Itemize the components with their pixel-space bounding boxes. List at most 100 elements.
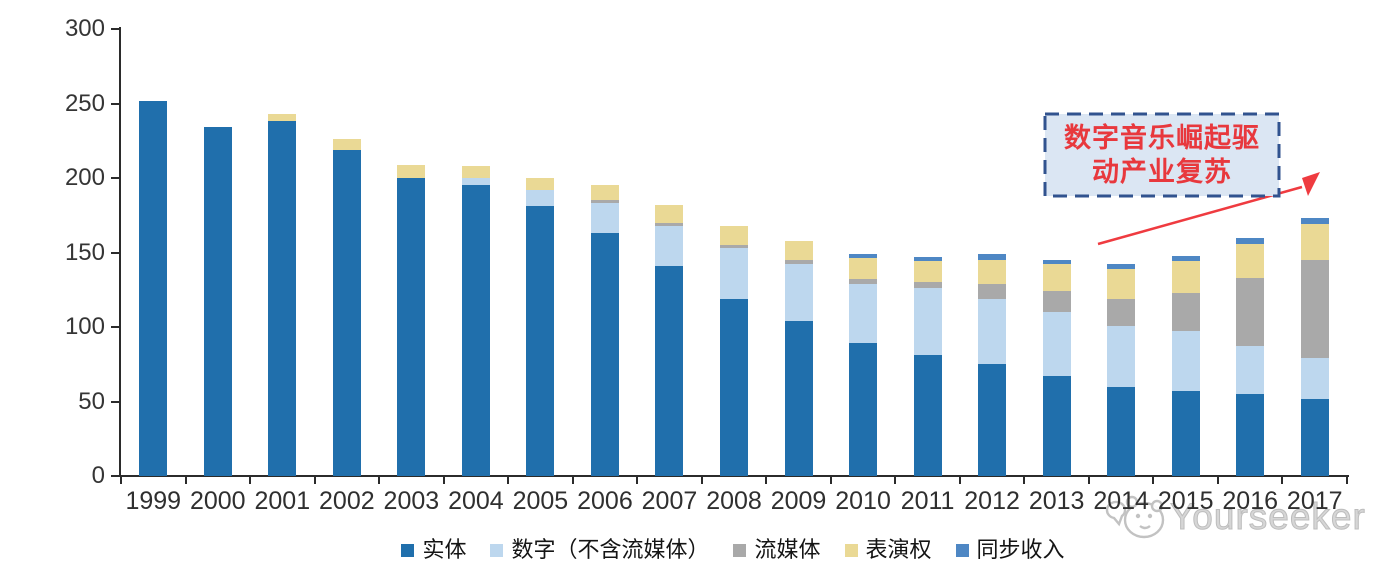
bar-segment-表演权 <box>913 261 942 283</box>
bar-segment-数字（不含流媒体） <box>1107 325 1136 387</box>
y-axis-tick <box>111 177 119 179</box>
bar-segment-表演权 <box>268 113 297 122</box>
x-axis-tick <box>1023 477 1026 484</box>
bar-segment-实体 <box>526 206 555 476</box>
bar-2000 <box>203 127 232 476</box>
bar-segment-实体 <box>397 178 426 476</box>
bar-segment-同步收入 <box>1042 259 1071 265</box>
bar-2010 <box>849 254 878 476</box>
y-axis-label: 250 <box>64 89 105 117</box>
bar-segment-流媒体 <box>913 282 942 289</box>
annotation-text-line2: 动产业复苏 <box>1092 157 1232 187</box>
x-axis-tick <box>829 477 832 484</box>
x-axis-tick <box>765 477 768 484</box>
bar-2011 <box>913 256 942 476</box>
y-axis-tick <box>111 28 119 30</box>
bar-2009 <box>784 240 813 476</box>
x-axis-tick <box>184 477 187 484</box>
x-axis-tick <box>313 477 316 484</box>
bar-2015 <box>1171 255 1200 476</box>
legend-swatch-icon <box>955 543 969 557</box>
legend-item: 流媒体 <box>733 538 821 562</box>
bar-segment-表演权 <box>526 178 555 190</box>
bar-segment-流媒体 <box>978 283 1007 299</box>
bar-segment-实体 <box>1042 376 1071 476</box>
y-axis-tick <box>111 251 119 254</box>
y-axis-label: 0 <box>91 462 105 489</box>
y-axis-label: 150 <box>64 238 105 266</box>
bar-segment-实体 <box>590 233 619 476</box>
bar-segment-表演权 <box>397 164 426 178</box>
bar-segment-表演权 <box>461 166 490 178</box>
x-axis-line <box>119 475 1349 477</box>
bar-segment-流媒体 <box>1107 298 1136 326</box>
bar-segment-表演权 <box>655 204 684 223</box>
annotation-arrow-line <box>1097 185 1303 246</box>
x-axis-label: 2006 <box>577 487 633 515</box>
bar-segment-流媒体 <box>1171 292 1200 332</box>
bar-2017 <box>1300 218 1329 476</box>
y-axis-line <box>119 27 121 477</box>
x-axis-tick <box>636 477 639 484</box>
bar-2007 <box>655 204 684 476</box>
bar-2013 <box>1042 259 1071 476</box>
bar-2006 <box>590 185 619 476</box>
x-axis-label: 2002 <box>319 487 375 515</box>
bar-segment-同步收入 <box>1171 255 1200 262</box>
bar-segment-数字（不含流媒体） <box>526 189 555 207</box>
y-axis-tick <box>111 475 119 477</box>
x-axis-label: 2001 <box>254 487 311 515</box>
x-axis-label: 2008 <box>706 487 762 515</box>
bar-segment-表演权 <box>590 185 619 201</box>
x-axis-label: 2010 <box>835 487 891 515</box>
bar-segment-表演权 <box>332 139 361 150</box>
x-axis-label: 2005 <box>512 487 569 515</box>
bar-segment-同步收入 <box>978 254 1007 260</box>
bar-2016 <box>1236 237 1265 476</box>
bar-segment-实体 <box>655 265 684 476</box>
x-axis-tick <box>249 477 252 484</box>
bar-segment-同步收入 <box>1300 218 1329 225</box>
bar-segment-流媒体 <box>1042 291 1071 313</box>
bar-2002 <box>332 139 361 476</box>
bar-2014 <box>1107 264 1136 476</box>
bar-2001 <box>268 113 297 476</box>
y-axis-tick <box>111 326 119 328</box>
legend-label: 同步收入 <box>976 537 1065 562</box>
bar-segment-实体 <box>720 298 748 476</box>
x-axis-tick <box>120 477 122 484</box>
bar-segment-流媒体 <box>720 245 748 249</box>
bar-segment-数字（不含流媒体） <box>913 288 942 356</box>
bar-segment-表演权 <box>1236 243 1265 278</box>
x-axis-tick <box>378 477 381 484</box>
x-axis-tick <box>700 477 703 484</box>
x-axis-tick <box>958 477 961 484</box>
bar-segment-同步收入 <box>913 256 942 262</box>
bar-segment-实体 <box>268 121 297 476</box>
x-axis-label: 2007 <box>641 487 698 515</box>
bar-segment-流媒体 <box>590 200 619 204</box>
callout-rect <box>1043 112 1281 198</box>
x-axis-label: 2014 <box>1093 487 1149 515</box>
legend-swatch-icon <box>401 543 415 557</box>
y-axis-tick <box>111 400 119 403</box>
bar-segment-流媒体 <box>655 222 684 226</box>
bar-2004 <box>461 166 490 476</box>
x-axis-label: 1999 <box>125 487 182 515</box>
legend-item: 实体 <box>401 538 466 562</box>
bar-segment-实体 <box>332 149 361 476</box>
legend-item: 数字（不含流媒体） <box>490 538 709 562</box>
bar-segment-表演权 <box>978 259 1007 284</box>
bar-segment-流媒体 <box>1236 277 1265 347</box>
bar-2008 <box>720 225 748 476</box>
legend-swatch-icon <box>490 543 504 557</box>
bar-segment-实体 <box>1236 394 1265 476</box>
x-axis-label: 2012 <box>964 487 1020 515</box>
y-axis-tick <box>111 102 119 105</box>
bar-segment-数字（不含流媒体） <box>655 225 684 266</box>
x-axis-tick <box>507 477 510 484</box>
bar-segment-表演权 <box>849 258 878 280</box>
x-axis-label: 2013 <box>1028 487 1085 515</box>
bar-segment-表演权 <box>784 240 813 260</box>
